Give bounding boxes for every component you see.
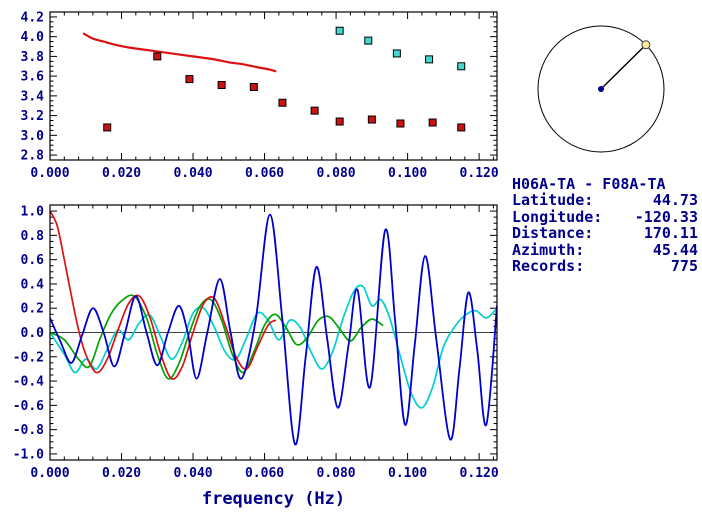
station-info-panel: H06A-TA - F08A-TA Latitude: 44.73 Longit…: [512, 175, 698, 276]
red-square-measurements-marker: [249, 82, 258, 91]
cyan-square-measurements-marker: [392, 49, 401, 58]
dispersion-plot: 0.000 0.020 0.040 0.060 0.080 0.100 0.120 2.8 3.…: [21, 10, 499, 181]
red-square-measurements-marker: [310, 106, 319, 115]
waveform-plot-x-tick-label: 0.120: [460, 466, 499, 481]
waveform-plot-y-tick-label: -1.0: [13, 447, 44, 462]
waveform-plot-x-tick-label: 0.060: [245, 466, 284, 481]
waveform-plot-y-tick-label: 1.0: [21, 205, 45, 220]
red-square-measurements-marker: [457, 123, 466, 132]
info-row-longitude: Longitude: -120.33: [512, 207, 698, 226]
waveform-plot-x-tick-label: 0.000: [30, 466, 69, 481]
smoothed-dispersion-curve: [82, 32, 277, 73]
info-value-latitude: 44.73: [652, 191, 698, 210]
dispersion-plot-x-tick-label: 0.080: [317, 166, 356, 181]
waveform-blue: [50, 213, 497, 446]
azimuth-line: [600, 44, 647, 90]
red-square-measurements-marker: [367, 115, 376, 124]
info-label-records: Records:: [512, 257, 585, 276]
red-square-measurements-marker: [396, 119, 405, 128]
waveform-green: [50, 294, 384, 380]
cyan-square-measurements-marker: [425, 55, 434, 64]
red-square-measurements-marker: [103, 123, 112, 132]
info-label-distance: Distance:: [512, 224, 594, 243]
dispersion-plot-x-tick-label: 0.060: [245, 166, 284, 181]
waveform-plot-frame: [49, 204, 498, 461]
dispersion-plot-y-tick-label: 4.2: [21, 10, 44, 25]
dispersion-plot-x-tick-label: 0.040: [173, 166, 212, 181]
red-square-measurements-marker: [428, 118, 437, 127]
dispersion-plot-y-tick-label: 2.8: [21, 149, 45, 164]
red-square-measurements-marker: [335, 117, 344, 126]
info-value-records: 775: [670, 257, 698, 276]
waveform-plot-y-tick-label: 0.4: [21, 277, 45, 292]
dispersion-plot-y-tick-label: 3.6: [21, 70, 45, 85]
red-square-measurements-marker: [185, 75, 194, 84]
waveform-cyan: [50, 284, 497, 409]
dispersion-plot-y-tick-label: 3.0: [21, 129, 45, 144]
red-square-measurements: [103, 52, 466, 132]
info-label-longitude: Longitude:: [512, 207, 603, 226]
waveform-plot-y-tick-label: -0.6: [13, 399, 44, 414]
waveform-plot-y-tick-label: 0.8: [21, 229, 45, 244]
waveform-plot-y-tick-label: -0.4: [13, 375, 44, 390]
waveform-plot-x-tick-label: 0.040: [173, 466, 212, 481]
waveform-plot-x-tick-label: 0.080: [317, 466, 356, 481]
compass-circle: [537, 25, 665, 153]
red-square-measurements-marker: [217, 81, 226, 90]
waveform-plot-series: [50, 210, 497, 446]
info-value-azimuth: 45.44: [652, 240, 698, 259]
dispersion-plot-ticks: [50, 12, 497, 160]
info-row-distance: Distance: 170.11: [512, 224, 698, 243]
waveform-plot-y-tick-label: 0.2: [21, 302, 44, 317]
red-square-measurements-marker: [153, 52, 162, 61]
info-row-latitude: Latitude: 44.73: [512, 191, 698, 210]
dispersion-plot-frame: [49, 11, 498, 161]
waveform-plot-y-tick-label: 0.0: [21, 326, 45, 341]
dispersion-plot-x-tick-label: 0.000: [30, 166, 69, 181]
waveform-plot-x-tick-label: 0.020: [102, 466, 141, 481]
dispersion-plot-x-tick-label: 0.100: [388, 166, 427, 181]
azimuth-compass: [537, 25, 665, 153]
waveform-plot-y-tick-label: 0.6: [21, 253, 45, 268]
dispersion-plot-x-tick-label: 0.120: [460, 166, 499, 181]
cyan-square-measurements-marker: [457, 62, 466, 71]
dispersion-plot-y-tick-label: 4.0: [21, 30, 45, 45]
info-value-distance: 170.11: [643, 224, 698, 243]
waveform-plot-y-tick-label: -0.2: [13, 350, 44, 365]
dispersion-plot-series: [82, 26, 466, 132]
info-label-latitude: Latitude:: [512, 191, 594, 210]
dispersion-plot-y-tick-label: 3.2: [21, 109, 44, 124]
red-square-measurements-marker: [278, 98, 287, 107]
compass-center-dot: [598, 86, 604, 92]
info-label-azimuth: Azimuth:: [512, 240, 585, 259]
cyan-square-measurements-marker: [335, 26, 344, 35]
info-row-azimuth: Azimuth: 45.44: [512, 240, 698, 259]
cyan-square-measurements-marker: [364, 36, 373, 45]
info-row-records: Records: 775: [512, 257, 698, 276]
waveform-plot-y-tick-label: -0.8: [13, 423, 44, 438]
cyan-square-measurements: [335, 26, 466, 71]
waveform-plot-xlabel: frequency (Hz): [202, 489, 345, 509]
info-value-longitude: -120.33: [634, 207, 698, 226]
waveform-red: [50, 210, 277, 380]
dispersion-plot-y-tick-label: 3.4: [21, 89, 45, 104]
waveform-plot: 0.000 0.020 0.040 0.060 0.080 0.100 0.120 -1.0 -…: [13, 204, 499, 509]
azimuth-end-marker: [641, 40, 651, 50]
dispersion-plot-x-tick-label: 0.020: [102, 166, 141, 181]
waveform-plot-x-tick-label: 0.100: [388, 466, 427, 481]
station-pair-title: H06A-TA - F08A-TA: [512, 175, 666, 193]
dispersion-plot-y-tick-label: 3.8: [21, 50, 45, 65]
